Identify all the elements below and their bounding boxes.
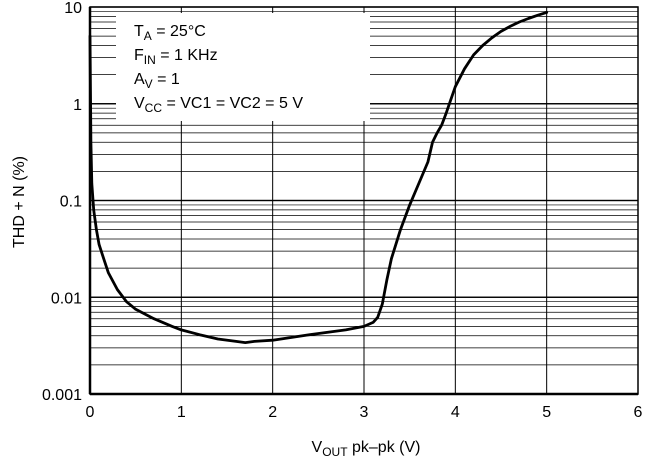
annotation-line-3: VCC = VC1 = VC2 = 5 V (134, 95, 303, 115)
x-axis-title-sub: OUT (322, 445, 348, 459)
y-tick-labels: 0.001 0.01 0.1 1 10 (42, 0, 82, 404)
x-tick-label-3: 3 (360, 404, 369, 421)
y-tick-label-2: 0.1 (60, 194, 82, 211)
y-axis-title: THD + N (%) (11, 156, 28, 248)
annotation-line-2: AV = 1 (134, 71, 180, 91)
annotation-rest-2: = 1 (153, 71, 180, 88)
annotation-line-0: TA = 25°C (134, 23, 206, 43)
annotation-sub-2: V (145, 77, 153, 91)
annotation-background (116, 13, 370, 121)
y-tick-label-3: 1 (73, 97, 82, 114)
x-tick-label-0: 0 (86, 404, 95, 421)
x-tick-label-5: 5 (542, 404, 551, 421)
series-layer (88, 10, 549, 345)
x-tick-label-4: 4 (451, 404, 460, 421)
annotation-main-0: T (134, 23, 144, 40)
annotation-sub-0: A (144, 29, 152, 43)
annotation-main-2: A (134, 71, 145, 88)
x-tick-label-6: 6 (634, 404, 643, 421)
y-tick-label-1: 0.01 (51, 290, 82, 307)
annotation-rest-3: = VC1 = VC2 = 5 V (162, 95, 303, 112)
annotation-main-3: V (134, 95, 145, 112)
y-tick-label-4: 10 (64, 0, 82, 17)
x-tick-label-1: 1 (177, 404, 186, 421)
annotation-sub-3: CC (145, 101, 163, 115)
x-axis-title-rest: pk–pk (V) (348, 439, 421, 456)
y-tick-label-0: 0.001 (42, 387, 82, 404)
x-tick-labels: 0 1 2 3 4 5 6 (86, 404, 643, 421)
x-tick-label-2: 2 (268, 404, 277, 421)
annotation-rest-1: = 1 KHz (156, 47, 218, 64)
x-axis-title: VOUT pk–pk (V) (312, 439, 421, 459)
annotation-sub-1: IN (144, 53, 156, 67)
x-axis-title-main: V (312, 439, 323, 456)
annotation-main-1: F (134, 47, 144, 64)
annotation-rest-0: = 25°C (152, 23, 206, 40)
annotation-line-1: FIN = 1 KHz (134, 47, 218, 67)
series-line-0 (88, 10, 549, 345)
